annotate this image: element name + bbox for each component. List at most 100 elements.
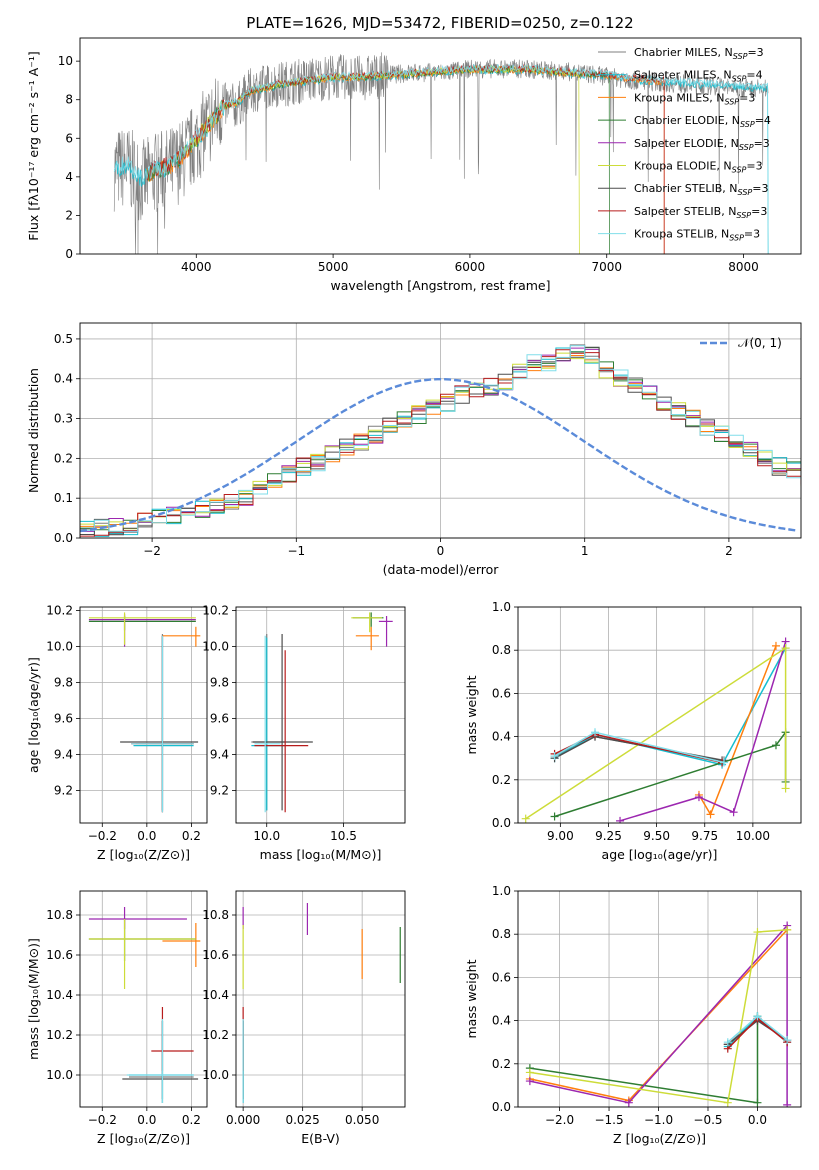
histogram-legend: 𝒩(0, 1) bbox=[700, 336, 782, 350]
chart-weight_vs_age: 9.00 9.25 9.50 9.75 10.00 0.0 0.2 0.4 0.6 0.8 1.0 a… bbox=[464, 600, 802, 862]
x-tick-label: 0.2 bbox=[182, 829, 201, 843]
line-plot bbox=[525, 921, 792, 1107]
x-tick-label: −2 bbox=[143, 544, 161, 558]
errorbar-point bbox=[88, 612, 196, 645]
errorbar-point bbox=[351, 612, 382, 633]
chart-spectrum: 4000 5000 6000 7000 8000 0 2 4 6 8 10 wavelength [A… bbox=[26, 37, 802, 293]
series-marker bbox=[753, 928, 762, 937]
series-marker bbox=[783, 1036, 792, 1045]
series-marker bbox=[753, 1098, 762, 1107]
errorbar-point bbox=[352, 612, 384, 627]
y-tick-label: 9.4 bbox=[210, 748, 229, 762]
x-axis-label: E(B-V) bbox=[301, 1131, 340, 1146]
legend-label-main: Salpeter MILES, N bbox=[634, 69, 732, 82]
series-marker bbox=[521, 814, 530, 823]
x-axis-label: mass [log₁₀(M/M⊙)] bbox=[260, 847, 382, 862]
y-tick-label: 10.4 bbox=[46, 988, 73, 1002]
y-tick-label: 4 bbox=[65, 170, 73, 184]
x-tick-label: 1 bbox=[581, 544, 589, 558]
x-tick-label: 0.0 bbox=[748, 1113, 767, 1127]
histogram-step-line bbox=[80, 355, 801, 529]
x-tick-label: −0.2 bbox=[88, 1113, 117, 1127]
series-marker bbox=[624, 1098, 633, 1107]
legend-label: Kroupa MILES, NSSP=3 bbox=[634, 91, 755, 106]
legend-label-sub: SSP bbox=[732, 75, 747, 84]
chart-age_vs_mass: 10.0 10.5 9.2 9.4 9.6 9.8 10.0 10.2 mass [log₁₀(… bbox=[202, 604, 406, 862]
y-tick-label: 0.2 bbox=[492, 1057, 511, 1071]
histogram-step-line bbox=[80, 347, 801, 533]
y-axis-label: Flux [fλ10⁻¹⁷ erg cm⁻² s⁻¹ A⁻¹] bbox=[26, 51, 41, 240]
x-tick-label: 9.00 bbox=[547, 829, 574, 843]
errorbar-point bbox=[120, 635, 199, 811]
chart-weight_vs_Z: −2.0 −1.5 −1.0 −0.5 0.0 0.0 0.2 0.4 0.6 0.8 1.0 Z [… bbox=[464, 884, 802, 1146]
line-plot bbox=[521, 637, 790, 823]
series-line bbox=[554, 730, 787, 818]
x-tick-label: 7000 bbox=[591, 260, 622, 274]
errorbar-point bbox=[135, 634, 194, 813]
x-tick-label: 0.2 bbox=[182, 1113, 201, 1127]
y-tick-label: 10 bbox=[58, 54, 73, 68]
series-marker bbox=[723, 1038, 732, 1047]
y-tick-label: 0.2 bbox=[492, 773, 511, 787]
y-tick-label: 10.6 bbox=[46, 948, 73, 962]
axes-frame bbox=[517, 606, 802, 824]
legend-label-main: Kroupa MILES, N bbox=[634, 91, 724, 104]
histogram-step-line bbox=[80, 347, 801, 532]
series-marker bbox=[719, 758, 728, 767]
axes-frame bbox=[79, 606, 208, 824]
errorbar-point bbox=[129, 1021, 194, 1103]
y-tick-label: 10.8 bbox=[46, 908, 73, 922]
axes-frame bbox=[235, 890, 406, 1108]
y-tick-label: 10.6 bbox=[202, 948, 229, 962]
series-marker bbox=[525, 1077, 534, 1086]
x-tick-label: 6000 bbox=[455, 260, 486, 274]
legend-label-sub: SSP bbox=[738, 188, 753, 197]
legend-label: Kroupa ELODIE, NSSP=3 bbox=[634, 160, 763, 175]
x-tick-label: 0.0 bbox=[137, 1113, 156, 1127]
series-marker bbox=[591, 728, 600, 737]
series-marker bbox=[783, 1100, 792, 1107]
errorbar-point bbox=[151, 1007, 194, 1071]
x-tick-label: 0 bbox=[437, 544, 445, 558]
y-tick-label: 10.0 bbox=[202, 1068, 229, 1082]
errorbar-point bbox=[252, 634, 313, 811]
legend-label-suffix: =3 bbox=[752, 182, 768, 195]
errorbar-point bbox=[162, 626, 201, 647]
series-line bbox=[698, 645, 777, 817]
y-tick-label: 10.8 bbox=[202, 908, 229, 922]
histogram-step-line bbox=[80, 344, 801, 535]
series-marker bbox=[771, 741, 780, 750]
x-tick-label: −0.5 bbox=[693, 1113, 722, 1127]
x-axis-label: wavelength [Angstrom, rest frame] bbox=[330, 278, 550, 293]
errorbar-point bbox=[122, 1021, 199, 1099]
legend-label-suffix: =3 bbox=[744, 228, 760, 241]
y-tick-label: 10.2 bbox=[46, 604, 73, 618]
series-marker bbox=[781, 784, 790, 793]
y-axis-label: mass weight bbox=[464, 675, 479, 754]
legend-label-sub: SSP bbox=[736, 211, 751, 220]
legend-label-sub: SSP bbox=[740, 120, 755, 129]
y-tick-label: 10.2 bbox=[202, 1028, 229, 1042]
y-tick-label: 9.4 bbox=[54, 748, 73, 762]
errorbar-plot bbox=[88, 907, 201, 1103]
histogram-step-line bbox=[80, 346, 801, 536]
legend-label: Salpeter MILES, NSSP=4 bbox=[634, 69, 763, 84]
x-axis-label: (data-model)/error bbox=[383, 562, 500, 577]
y-tick-label: 0.1 bbox=[54, 491, 73, 505]
series-marker bbox=[723, 1098, 732, 1107]
errorbar-point bbox=[355, 626, 379, 651]
y-tick-label: 0.8 bbox=[492, 927, 511, 941]
y-tick-label: 1.0 bbox=[492, 884, 511, 898]
y-tick-label: 8 bbox=[65, 93, 73, 107]
errorbar-point bbox=[131, 635, 194, 813]
histogram-step-line bbox=[80, 345, 801, 532]
series-marker bbox=[706, 810, 715, 819]
x-tick-label: 9.25 bbox=[595, 829, 622, 843]
histogram-step-line bbox=[80, 352, 801, 530]
y-tick-label: 0.5 bbox=[54, 332, 73, 346]
legend-label-main: Kroupa ELODIE, N bbox=[634, 160, 732, 173]
x-tick-label: 9.50 bbox=[643, 829, 670, 843]
y-tick-label: 10.2 bbox=[46, 1028, 73, 1042]
